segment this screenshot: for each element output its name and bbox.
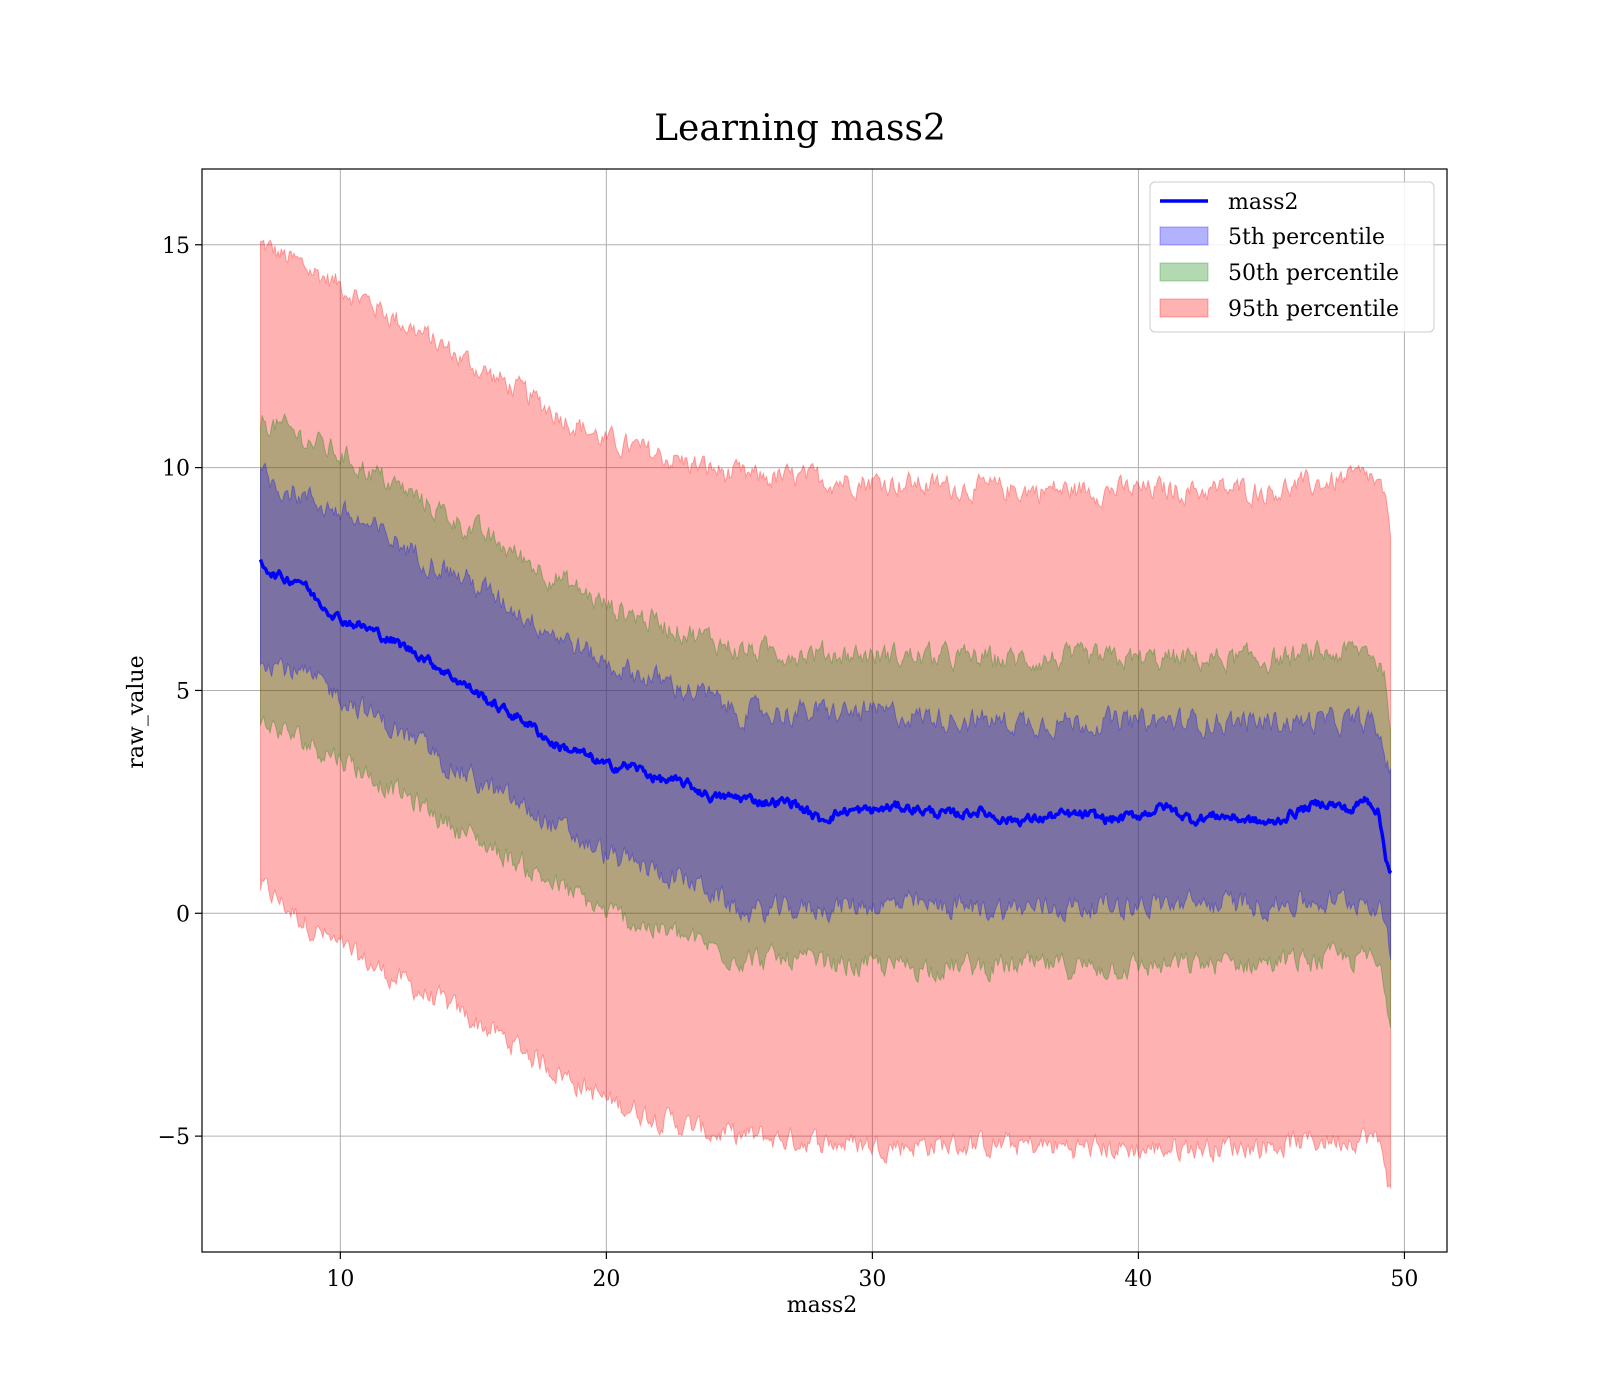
plot-area xyxy=(202,169,1447,1252)
x-tick-label: 50 xyxy=(1390,1267,1418,1292)
x-axis-label: mass2 xyxy=(787,1293,858,1318)
x-tick-label: 10 xyxy=(326,1267,354,1292)
legend-swatch-5th-percentile xyxy=(1159,226,1209,246)
y-tick-label: 5 xyxy=(176,679,190,704)
legend-label-mass2: mass2 xyxy=(1228,190,1299,215)
legend-box xyxy=(1149,181,1435,333)
legend-label-95th-percentile: 95th percentile xyxy=(1228,297,1399,322)
axes xyxy=(201,168,1448,1253)
legend-label-5th-percentile: 5th percentile xyxy=(1228,225,1385,250)
chart-title: Learning mass2 xyxy=(654,108,946,149)
legend-label-50th-percentile: 50th percentile xyxy=(1228,261,1399,286)
y-axis-label: raw_value xyxy=(124,655,149,768)
y-tick-label: −5 xyxy=(158,1125,190,1150)
band-95th-percentile xyxy=(260,239,1392,1190)
y-tick-label: 0 xyxy=(176,902,190,927)
y-tick-label: 15 xyxy=(162,234,190,259)
x-tick-label: 20 xyxy=(592,1267,620,1292)
series-line-layer xyxy=(258,559,1393,875)
legend-swatch-50th-percentile xyxy=(1159,262,1209,282)
series-line-mass2 xyxy=(258,559,1393,875)
x-tick-label: 40 xyxy=(1124,1267,1152,1292)
axes-frame xyxy=(201,168,1448,1253)
x-tick-label: 30 xyxy=(858,1267,886,1292)
ticks: 10 20 30 40 50 −5 0 5 10 15 xyxy=(158,234,1419,1292)
plot-background xyxy=(202,169,1447,1252)
legend: mass2 5th percentile 50th percentile 95th p… xyxy=(1149,181,1435,333)
percentile-bands xyxy=(260,239,1392,1190)
band-50th-percentile xyxy=(260,412,1392,1029)
band-5th-percentile xyxy=(260,461,1392,960)
y-tick-label: 10 xyxy=(162,457,190,482)
legend-swatch-95th-percentile xyxy=(1159,298,1209,318)
